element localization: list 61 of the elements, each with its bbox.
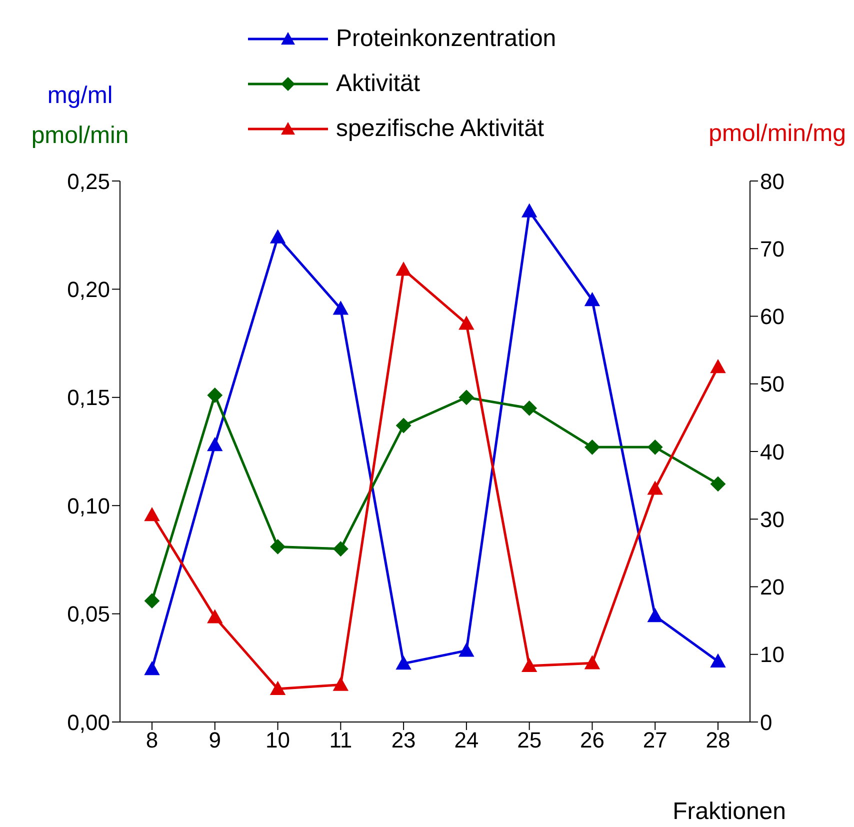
point (710, 654, 726, 668)
point (207, 438, 222, 452)
point (648, 608, 663, 622)
point (458, 643, 474, 657)
point (584, 292, 600, 306)
point (270, 230, 286, 244)
y2-tick-label: 40 (760, 439, 784, 464)
x-tick-label: 23 (391, 728, 416, 753)
legend-label: Aktivität (336, 70, 420, 98)
point (458, 316, 474, 330)
y2-axis-title: pmol/min/mg (708, 120, 846, 148)
y-tick-label: 0,05 (67, 602, 110, 627)
y-tick-label: 0,25 (67, 168, 110, 194)
point (522, 400, 537, 416)
point (144, 661, 160, 676)
point (207, 610, 222, 624)
y2-tick-label: 20 (760, 574, 784, 600)
x-tick-label: 28 (706, 728, 730, 753)
y2-tick-label: 30 (760, 506, 784, 532)
y2-tick-label: 0 (760, 710, 772, 735)
y-tick-label: 0,10 (67, 493, 110, 518)
point (333, 677, 348, 691)
x-tick-label: 25 (517, 728, 542, 753)
point (522, 658, 537, 672)
y2-tick-label: 10 (760, 642, 784, 668)
point (333, 541, 348, 556)
x-tick-label: 24 (454, 728, 479, 753)
point (333, 301, 348, 315)
point (396, 418, 412, 434)
x-tick-label: 9 (208, 728, 222, 753)
y-tick-label: 0,20 (67, 277, 110, 302)
legend-label: spezifische Aktivität (336, 114, 544, 142)
y2-tick-label: 50 (760, 372, 784, 397)
point (648, 440, 663, 455)
point (207, 388, 222, 403)
x-tick-label: 8 (146, 728, 158, 753)
x-tick-label: 11 (329, 728, 352, 753)
point (710, 359, 726, 374)
point (458, 390, 474, 405)
x-tick-label: 27 (642, 728, 668, 753)
point (144, 593, 160, 608)
y2-tick-label: 80 (760, 168, 784, 194)
point (522, 204, 537, 218)
point (648, 481, 663, 495)
legend-label: Proteinkonzentration (336, 24, 556, 52)
y-tick-label: 0,15 (67, 385, 110, 410)
y-tick-label: 0,00 (67, 710, 110, 735)
point (270, 681, 286, 695)
point (584, 656, 600, 670)
y2-tick-label: 70 (760, 236, 784, 262)
point (584, 440, 600, 455)
y2-tick-label: 60 (760, 304, 784, 330)
point (270, 539, 286, 554)
x-axis-title: Fraktionen (672, 798, 786, 826)
point (144, 508, 160, 522)
y-axis-title: mg/ml pmol/min (30, 81, 130, 151)
point (396, 656, 412, 670)
point (710, 476, 726, 492)
x-tick-label: 26 (580, 728, 604, 753)
point (396, 262, 412, 276)
x-tick-label: 10 (266, 728, 290, 753)
